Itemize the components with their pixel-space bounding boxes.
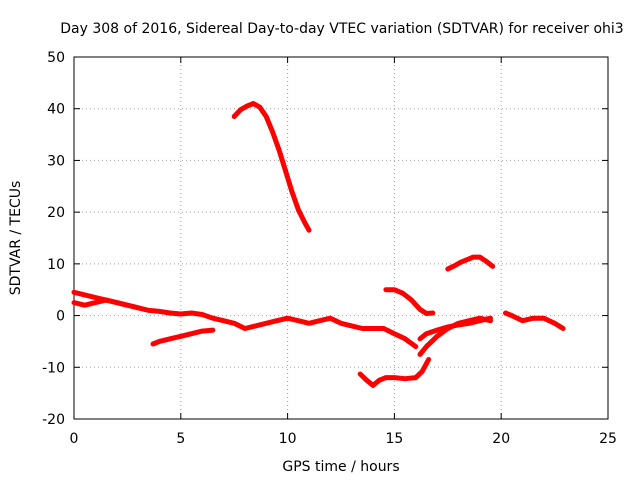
x-tick-label: 5 <box>176 431 185 447</box>
x-tick-label: 10 <box>279 431 297 447</box>
y-axis-title: SDTVAR / TECUs <box>8 181 24 296</box>
x-tick-label: 15 <box>385 431 403 447</box>
y-tick-label: 0 <box>56 309 65 325</box>
series-line-arc-9 <box>445 254 496 272</box>
axis-ticks: 0 5 10 15 20 25 -20 -10 0 10 20 30 40 50 <box>42 50 617 447</box>
x-tick-label: 20 <box>492 431 510 447</box>
series-line-arc-6 <box>383 287 436 316</box>
y-tick-label: 40 <box>47 102 65 118</box>
x-tick-label: 25 <box>599 431 617 447</box>
series-line-arc-4 <box>231 101 312 233</box>
y-tick-label: -20 <box>42 412 65 428</box>
x-axis-title: GPS time / hours <box>282 459 399 475</box>
chart-title: Day 308 of 2016, Sidereal Day-to-day VTE… <box>60 21 623 37</box>
grid <box>74 57 608 419</box>
series-line-arc-8 <box>417 315 493 342</box>
plot-frame <box>73 56 609 420</box>
y-tick-label: -10 <box>42 360 65 376</box>
series-group <box>71 101 566 388</box>
x-tick-label: 0 <box>70 431 79 447</box>
series-line-arc-5 <box>357 357 432 388</box>
y-tick-label: 50 <box>47 50 65 66</box>
series-line-arc-2 <box>71 297 141 311</box>
y-tick-label: 10 <box>47 257 65 273</box>
series-line-arc-10 <box>503 310 566 331</box>
series-line-arc-3 <box>150 327 216 347</box>
y-tick-label: 20 <box>47 205 65 221</box>
y-tick-label: 30 <box>47 153 65 169</box>
series-line-arc-1 <box>71 289 419 350</box>
